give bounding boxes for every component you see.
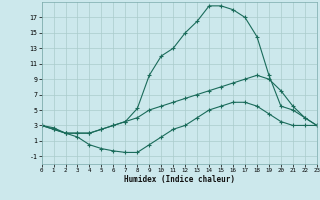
X-axis label: Humidex (Indice chaleur): Humidex (Indice chaleur)	[124, 175, 235, 184]
